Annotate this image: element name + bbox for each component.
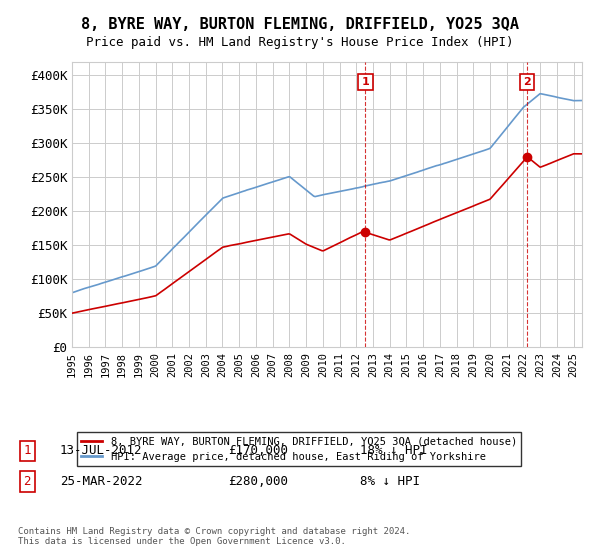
Text: Contains HM Land Registry data © Crown copyright and database right 2024.
This d: Contains HM Land Registry data © Crown c… [18, 526, 410, 546]
Text: 1: 1 [361, 77, 369, 87]
Legend: 8, BYRE WAY, BURTON FLEMING, DRIFFIELD, YO25 3QA (detached house), HPI: Average : 8, BYRE WAY, BURTON FLEMING, DRIFFIELD, … [77, 432, 521, 466]
Text: Price paid vs. HM Land Registry's House Price Index (HPI): Price paid vs. HM Land Registry's House … [86, 36, 514, 49]
Text: 18% ↓ HPI: 18% ↓ HPI [360, 444, 427, 458]
Text: 8, BYRE WAY, BURTON FLEMING, DRIFFIELD, YO25 3QA: 8, BYRE WAY, BURTON FLEMING, DRIFFIELD, … [81, 17, 519, 32]
Text: 2: 2 [523, 77, 531, 87]
Text: 8% ↓ HPI: 8% ↓ HPI [360, 475, 420, 488]
Text: £280,000: £280,000 [228, 475, 288, 488]
Text: 13-JUL-2012: 13-JUL-2012 [60, 444, 143, 458]
Text: 2: 2 [23, 475, 31, 488]
Text: £170,000: £170,000 [228, 444, 288, 458]
Text: 1: 1 [23, 444, 31, 458]
Text: 25-MAR-2022: 25-MAR-2022 [60, 475, 143, 488]
